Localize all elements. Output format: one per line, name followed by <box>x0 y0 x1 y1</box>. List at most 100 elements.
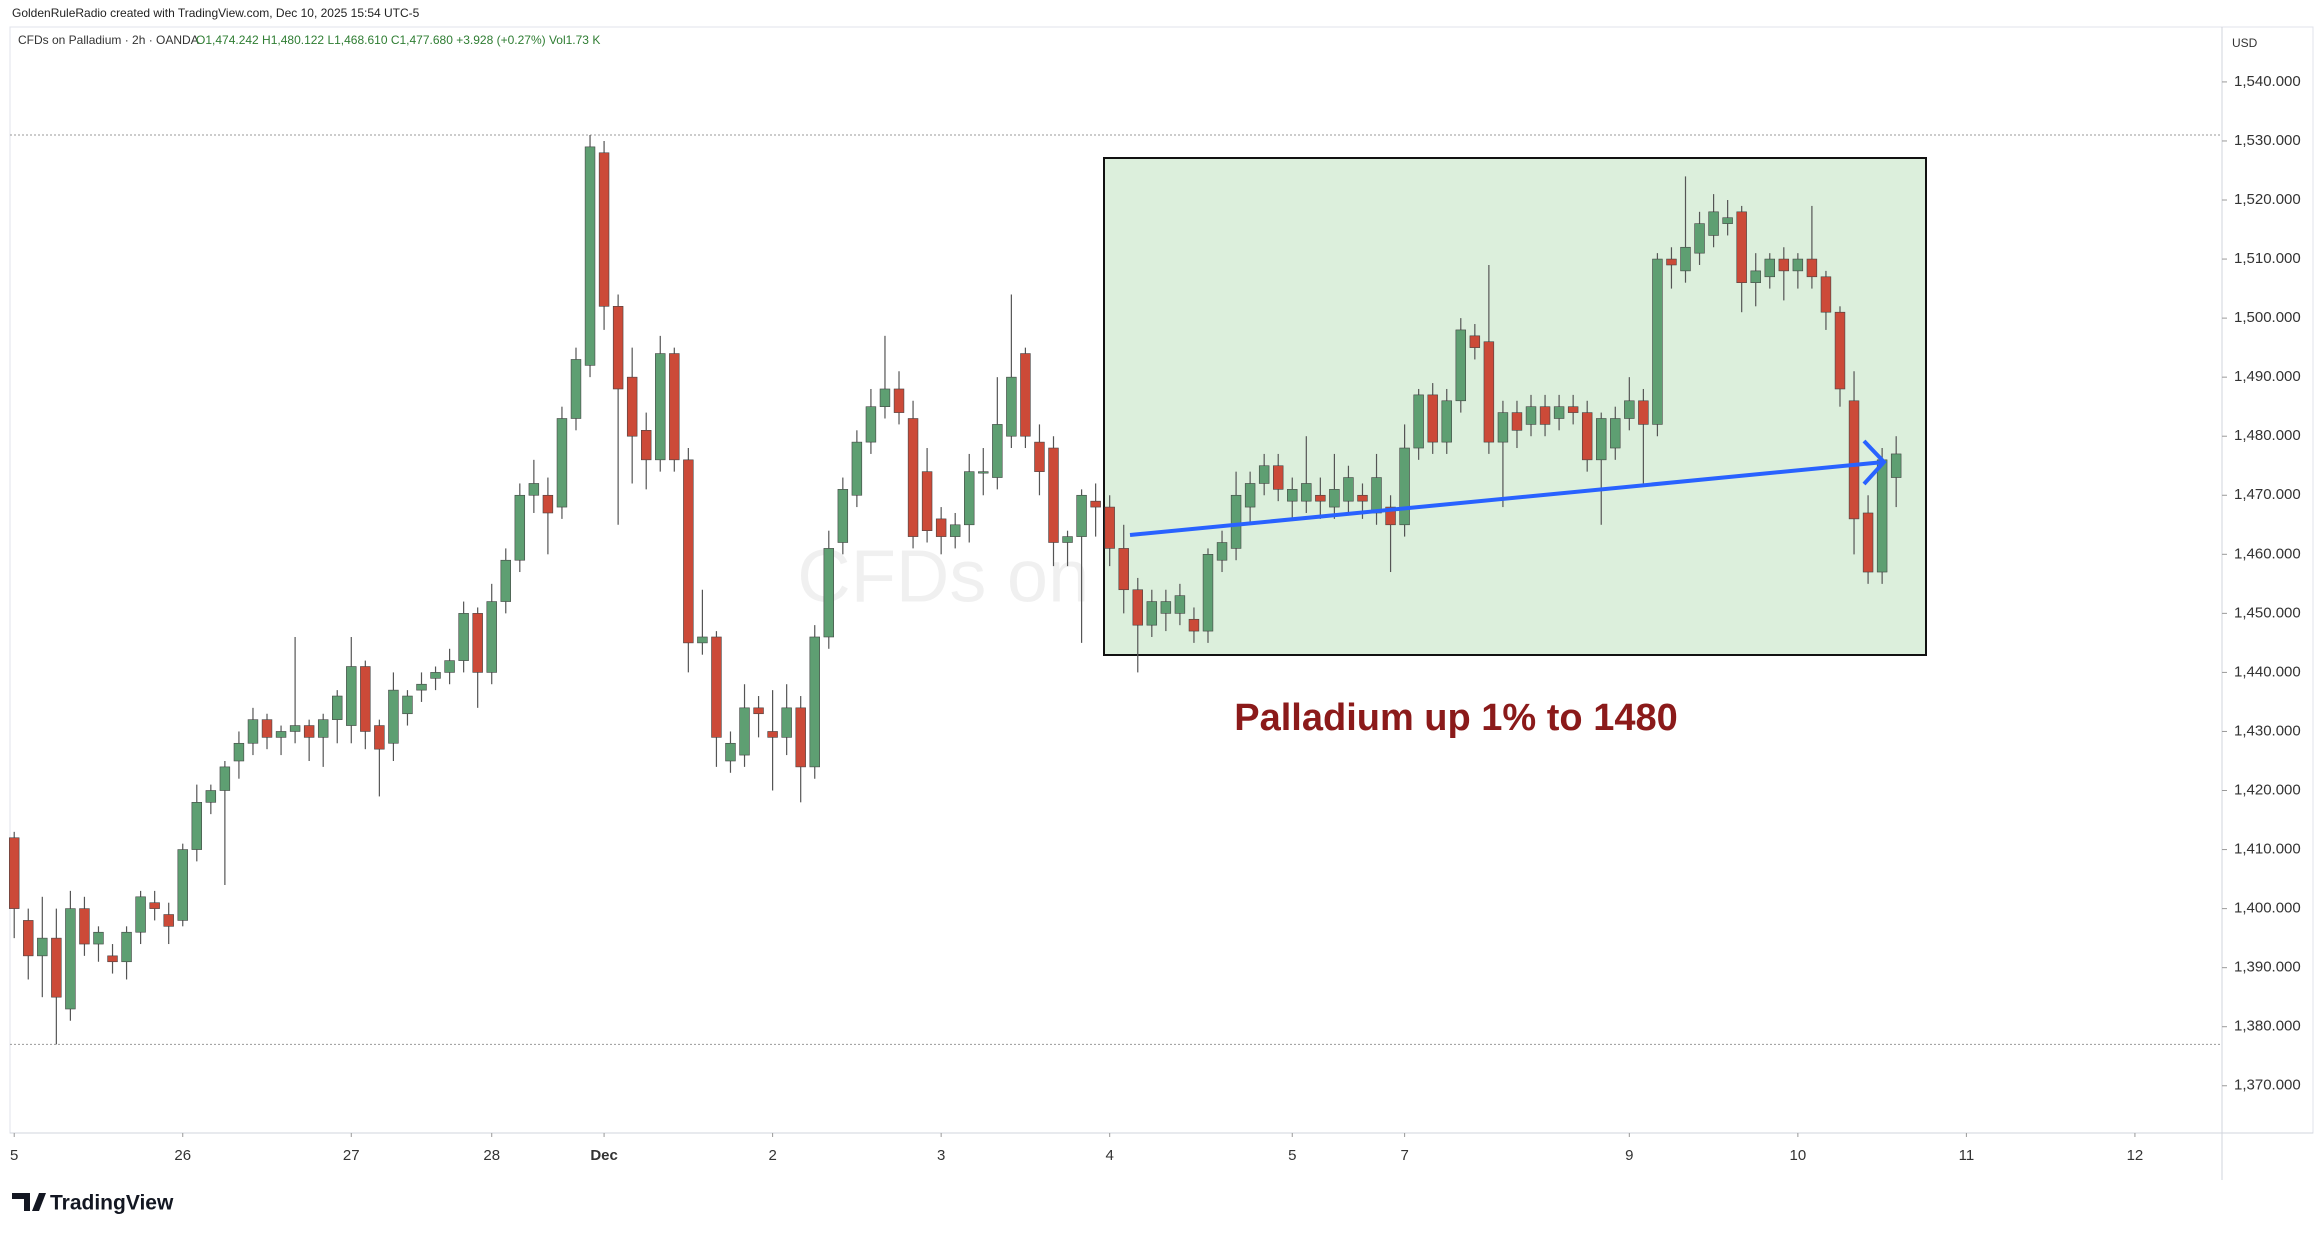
logo-mark <box>12 1193 46 1211</box>
candle-body <box>1596 418 1607 461</box>
candle-body <box>1483 341 1495 443</box>
candle-body <box>1174 595 1186 614</box>
candle-body <box>1104 506 1115 549</box>
candle-body <box>444 660 455 673</box>
candle-body <box>1160 601 1172 614</box>
candle-body <box>1441 400 1452 443</box>
candle-body <box>1216 542 1228 561</box>
candle-body <box>879 388 891 407</box>
candle-body <box>725 742 736 762</box>
candle-body <box>1736 211 1747 283</box>
y-tick-label: 1,540.000 <box>2234 73 2301 90</box>
candle-body <box>8 837 20 909</box>
candle-body <box>1020 353 1031 437</box>
candle-body <box>1694 223 1705 254</box>
candle-body <box>135 896 146 933</box>
candle-body <box>809 636 820 768</box>
candle-body <box>1258 465 1270 484</box>
candle-body <box>992 424 1003 478</box>
y-tick-label: 1,500.000 <box>2234 309 2301 326</box>
candle-body <box>1427 394 1438 443</box>
candle-body <box>1301 483 1312 502</box>
candle-body <box>1399 447 1410 526</box>
currency-label: USD <box>2232 36 2258 50</box>
candle-body <box>1497 412 1509 443</box>
candle-body <box>739 707 750 756</box>
candle-body <box>275 731 287 738</box>
candle-body <box>935 518 947 537</box>
candle-body <box>1624 400 1635 419</box>
brand: TradingView <box>50 1192 174 1215</box>
candle-body <box>1680 246 1691 272</box>
candle-body <box>1287 489 1298 502</box>
x-tick-label: 27 <box>343 1147 360 1164</box>
candle-body <box>1553 406 1565 419</box>
candle-body <box>472 613 483 673</box>
arrow-head <box>1862 439 1887 486</box>
candle-body <box>1455 329 1467 402</box>
candle-body <box>346 666 357 726</box>
candle-body <box>514 494 526 561</box>
y-tick-label: 1,530.000 <box>2234 132 2301 149</box>
y-tick-label: 1,380.000 <box>2234 1018 2301 1035</box>
candle-body <box>584 146 596 366</box>
candle-body <box>1511 412 1523 431</box>
y-tick-label: 1,470.000 <box>2234 486 2301 503</box>
candle-body <box>317 719 329 738</box>
candle-body <box>542 494 554 514</box>
candle-body <box>1062 536 1073 543</box>
candle-body <box>388 689 399 744</box>
candle-body <box>1848 400 1860 520</box>
candle-body <box>402 695 413 715</box>
y-tick-label: 1,420.000 <box>2234 781 2301 798</box>
x-tick-label: Dec <box>590 1147 618 1164</box>
y-tick-label: 1,460.000 <box>2234 545 2301 562</box>
candle-body <box>191 802 203 850</box>
tradingview-logo: TradingView <box>12 1192 174 1215</box>
credit: GoldenRuleRadio created with TradingView… <box>12 6 420 20</box>
x-tick-label: 9 <box>1625 1147 1633 1164</box>
candle-body <box>93 931 104 945</box>
candle-body <box>1708 211 1719 236</box>
candle-body <box>121 931 132 963</box>
x-tick-label: 26 <box>174 1147 191 1164</box>
x-tick-label: 10 <box>1790 1147 1807 1164</box>
candle-body <box>1146 601 1158 626</box>
candle-body <box>1076 494 1087 537</box>
candle-body <box>1862 512 1874 573</box>
candle-body <box>261 719 273 738</box>
candle-body <box>500 559 511 602</box>
y-tick-label: 1,400.000 <box>2234 900 2301 917</box>
x-tick-label: 5 <box>1288 1147 1296 1164</box>
candle-body <box>711 636 722 738</box>
candle-body <box>1876 459 1888 573</box>
candle-body <box>669 353 680 461</box>
y-tick-label: 1,410.000 <box>2234 841 2301 858</box>
candle-body <box>1820 276 1832 313</box>
candle-body <box>149 902 160 909</box>
ohlc-values: O1,474.242 H1,480.122 L1,468.610 C1,477.… <box>196 33 600 47</box>
candle-body <box>177 849 188 921</box>
candle-body <box>570 359 582 419</box>
candle-body <box>1610 418 1621 449</box>
x-tick-label: 2 <box>768 1147 776 1164</box>
x-tick-label: 5 <box>10 1147 18 1164</box>
candle-body <box>51 937 62 998</box>
candle-body <box>1567 406 1579 413</box>
candle-body <box>612 306 624 390</box>
candle-body <box>823 548 835 638</box>
x-tick-label: 12 <box>2127 1147 2144 1164</box>
candle-body <box>1778 258 1790 272</box>
candle-body <box>1118 548 1129 591</box>
candle-body <box>486 601 497 673</box>
candle-body <box>753 707 764 715</box>
candle-body <box>1090 500 1101 508</box>
candle-body <box>1792 258 1804 272</box>
candle-body <box>233 742 245 762</box>
candle-body <box>1244 483 1256 508</box>
candle-body <box>1188 618 1200 632</box>
candle-body <box>1315 494 1326 502</box>
candle-body <box>598 152 610 307</box>
candle-body <box>837 489 849 543</box>
candle-body <box>374 725 385 750</box>
